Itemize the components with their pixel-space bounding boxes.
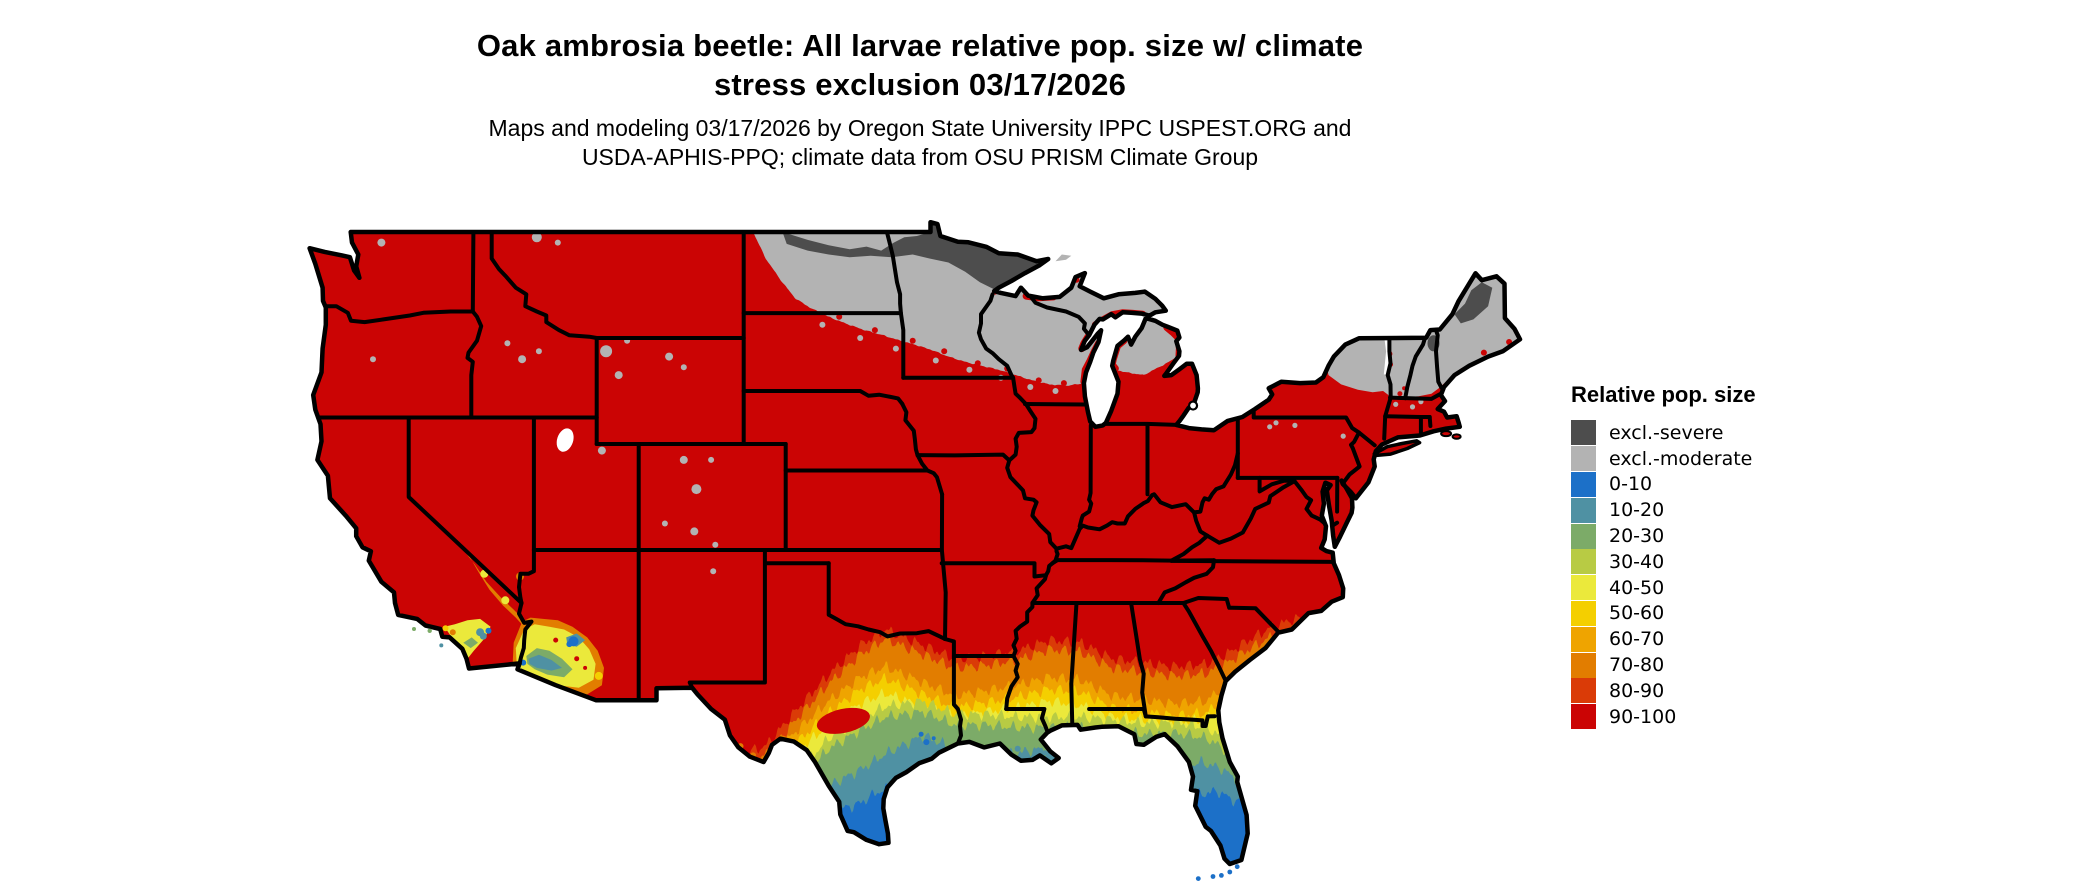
legend-swatch (1571, 600, 1596, 626)
long-island (1372, 439, 1422, 458)
legend-item-label: 0-10 (1609, 473, 1653, 496)
legend-title: Relative pop. size (1571, 382, 1756, 407)
isle-royale (1055, 254, 1072, 262)
title-line-2: stress exclusion 03/17/2026 (713, 67, 1127, 102)
legend-swatch (1571, 497, 1596, 523)
legend-item-label: 90-100 (1609, 705, 1677, 728)
page-title: Oak ambrosia beetle: All larvae relative… (0, 26, 1840, 104)
legend-swatch (1571, 523, 1596, 549)
conus-outline (307, 219, 1523, 867)
legend-item: 0-10 (1571, 471, 1871, 498)
legend-swatch (1571, 446, 1596, 472)
legend-item-label: 70-80 (1609, 654, 1665, 677)
legend-item: 70-80 (1571, 652, 1871, 678)
legend-swatch (1571, 471, 1596, 497)
legend-item-label: 20-30 (1609, 525, 1665, 548)
legend-item: 30-40 (1571, 549, 1871, 575)
legend-item-label: 10-20 (1609, 499, 1665, 522)
legend-item-label: 60-70 (1609, 628, 1665, 651)
title-line-1: Oak ambrosia beetle: All larvae relative… (476, 28, 1364, 63)
legend: Relative pop. size excl.-severe excl.-mod… (1571, 382, 1871, 730)
header: Oak ambrosia beetle: All larvae relative… (0, 26, 1840, 172)
legend-item: 90-100 (1571, 704, 1871, 730)
legend-swatch (1571, 678, 1596, 704)
legend-item: excl.-moderate (1571, 446, 1871, 472)
legend-item-label: 30-40 (1609, 550, 1665, 573)
legend-swatch (1571, 652, 1596, 678)
legend-item: 50-60 (1571, 600, 1871, 627)
legend-rows: excl.-severe excl.-moderate 0-10 10-20 20-30… (1571, 420, 1871, 730)
legend-item: 80-90 (1571, 678, 1871, 704)
legend-swatch (1571, 626, 1596, 652)
legend-item: 40-50 (1571, 575, 1871, 601)
subtitle-line-1: Maps and modeling 03/17/2026 by Oregon S… (488, 115, 1352, 141)
legend-item-label: 50-60 (1609, 602, 1665, 625)
legend-item: excl.-severe (1571, 420, 1871, 446)
page-subtitle: Maps and modeling 03/17/2026 by Oregon S… (0, 114, 1840, 172)
legend-item: 10-20 (1571, 497, 1871, 523)
subtitle-line-2: USDA-APHIS-PPQ; climate data from OSU PR… (581, 144, 1259, 170)
legend-item: 20-30 (1571, 523, 1871, 549)
legend-item: 60-70 (1571, 626, 1871, 652)
legend-swatch (1571, 575, 1596, 601)
legend-swatch (1571, 549, 1596, 575)
state-borders (315, 230, 1444, 746)
map-raster (309, 222, 1521, 864)
legend-item-label: excl.-severe (1609, 421, 1724, 444)
legend-swatch (1571, 704, 1596, 730)
legend-item-label: 40-50 (1609, 576, 1665, 599)
legend-swatch (1571, 420, 1596, 446)
legend-item-label: 80-90 (1609, 679, 1665, 702)
legend-item-label: excl.-moderate (1609, 447, 1753, 470)
